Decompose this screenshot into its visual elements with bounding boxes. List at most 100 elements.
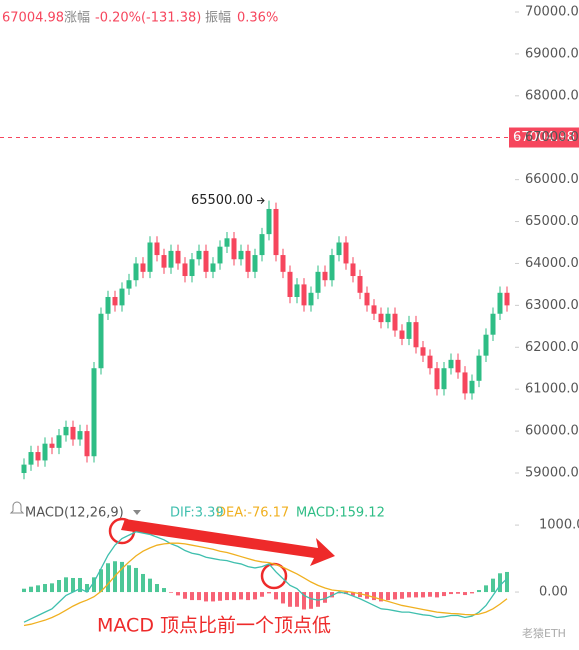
- histogram-bar: [358, 592, 362, 598]
- histogram-bar: [351, 592, 355, 596]
- header-label: 振幅: [205, 11, 231, 26]
- histogram-bar: [148, 578, 152, 593]
- histogram-bar: [281, 592, 285, 604]
- histogram-bar: [442, 592, 446, 597]
- histogram-bar: [239, 592, 243, 600]
- y-tick-label: 68000.00: [525, 88, 579, 103]
- histogram-bar: [99, 569, 103, 593]
- histogram-bar: [379, 592, 383, 602]
- histogram-bar: [505, 571, 509, 593]
- histogram-bar: [372, 592, 376, 601]
- histogram-bar: [155, 584, 159, 593]
- histogram-bar: [43, 584, 47, 593]
- peak-label: 65500.00: [191, 193, 253, 208]
- y-tick-label: 70000.00: [525, 4, 579, 19]
- histogram-bar: [477, 590, 481, 593]
- histogram-bar: [246, 592, 250, 601]
- histogram-bar: [414, 592, 418, 598]
- histogram-bar: [29, 586, 33, 593]
- header-price: 67004.98: [2, 11, 64, 26]
- histogram-bar: [253, 592, 257, 600]
- histogram-bar: [218, 592, 222, 601]
- y-tick-label: 1000.00: [539, 518, 579, 533]
- histogram-bar: [176, 592, 180, 596]
- histogram-bar: [190, 592, 194, 601]
- indicator-line: [23, 531, 508, 623]
- y-tick-label: 61000.00: [525, 382, 579, 397]
- histogram-bar: [498, 573, 502, 593]
- histogram-bar: [316, 592, 320, 607]
- y-tick-label: 64000.00: [525, 256, 579, 271]
- current-price-label: 67004.98: [513, 130, 575, 145]
- histogram-bar: [288, 592, 292, 607]
- histogram-bar: [470, 592, 474, 594]
- histogram-bar: [393, 592, 397, 600]
- histogram-bar: [260, 592, 264, 597]
- histogram-bar: [309, 592, 313, 609]
- histogram-bar: [323, 592, 327, 603]
- histogram-bar: [484, 585, 488, 593]
- histogram-bar: [183, 592, 187, 599]
- y-tick-label: 60000.00: [525, 424, 579, 439]
- histogram-bar: [295, 592, 299, 607]
- histogram-bar: [141, 573, 145, 593]
- y-tick-label: 63000.00: [525, 298, 579, 313]
- histogram-bar: [85, 584, 89, 593]
- legend-entry: DEA:-76.17: [216, 506, 289, 521]
- histogram-bar: [134, 567, 138, 593]
- histogram-bar: [225, 592, 229, 601]
- histogram-bar: [232, 592, 236, 601]
- histogram-bar: [449, 592, 453, 595]
- histogram-bar: [169, 592, 173, 593]
- histogram-bar: [162, 588, 166, 593]
- histogram-bar: [64, 577, 68, 593]
- y-tick-label: 65000.00: [525, 214, 579, 229]
- histogram-bar: [211, 592, 215, 602]
- legend-entry: DIF:3.39: [170, 506, 224, 521]
- histogram-bar: [127, 565, 131, 593]
- histogram-bar: [57, 580, 61, 593]
- y-tick-label: 0.00: [539, 585, 568, 600]
- histogram-bar: [71, 577, 75, 593]
- histogram-bar: [421, 592, 425, 598]
- histogram-bar: [428, 592, 432, 597]
- y-tick-label: 67000.00: [525, 130, 579, 145]
- peak-arrow: [257, 197, 265, 204]
- watermark: 老猿ETH: [522, 626, 566, 640]
- y-tick-label: 62000.00: [525, 340, 579, 355]
- y-tick-label: 66000.00: [525, 172, 579, 187]
- histogram-bar: [120, 561, 124, 593]
- histogram-bar: [491, 578, 495, 593]
- y-tick-label: 59000.00: [525, 466, 579, 481]
- highlight-circle: [108, 517, 136, 545]
- price-tag: [509, 127, 579, 148]
- annotation: MACD 顶点比前一个顶点低: [97, 615, 331, 637]
- histogram-bar: [22, 588, 26, 593]
- histogram-bar: [302, 592, 306, 610]
- histogram-bar: [386, 592, 390, 601]
- indicator-label: MACD(12,26,9): [25, 506, 124, 521]
- histogram-bar: [407, 592, 411, 598]
- legend-entry: MACD:159.12: [296, 506, 385, 521]
- histogram-bar: [78, 577, 82, 593]
- histogram-bar: [267, 592, 271, 594]
- histogram-bar: [204, 592, 208, 602]
- histogram-bar: [197, 592, 201, 601]
- arrow: [121, 519, 335, 566]
- histogram-bar: [435, 592, 439, 598]
- y-tick-label: 69000.00: [525, 46, 579, 61]
- header-label: 涨幅: [64, 11, 90, 26]
- dropdown-icon: [133, 510, 141, 515]
- histogram-bar: [36, 585, 40, 593]
- histogram-bar: [274, 592, 278, 600]
- histogram-bar: [50, 583, 54, 593]
- histogram-bar: [400, 592, 404, 599]
- indicator-line: [23, 542, 508, 627]
- bell-icon: [9, 501, 25, 514]
- histogram-bar: [92, 577, 96, 593]
- histogram-bar: [463, 592, 467, 596]
- header-change: -0.20%(-131.38): [95, 11, 201, 26]
- histogram-bar: [106, 563, 110, 593]
- header-amp: 0.36%: [237, 11, 278, 26]
